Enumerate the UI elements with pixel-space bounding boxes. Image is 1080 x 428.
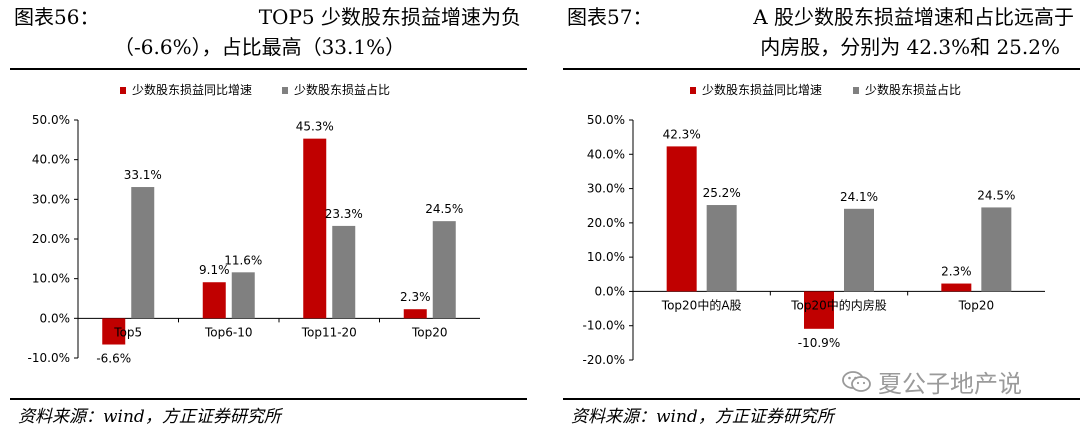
y-tick-label: 30.0%	[32, 192, 70, 206]
bar-growth	[403, 309, 427, 319]
data-label: 9.1%	[199, 263, 230, 277]
y-tick-label: 0.0%	[595, 284, 626, 298]
data-label: 42.3%	[663, 127, 701, 141]
figure-57: 图表57： A 股少数股东损益增速和占比远高于 内房股，分别为 42.3%和 2…	[553, 0, 1080, 428]
legend-swatch	[120, 87, 126, 94]
bar-growth	[666, 146, 697, 292]
data-label: 33.1%	[124, 168, 162, 182]
data-label: 2.3%	[400, 290, 431, 304]
category-label: Top20	[411, 325, 448, 339]
bar-growth	[941, 283, 972, 292]
bar-growth	[804, 291, 834, 329]
legend-label: 少数股东损益占比	[865, 82, 961, 97]
data-label: 24.5%	[977, 188, 1015, 202]
bar-share	[706, 205, 737, 292]
category-label: Top20中的A股	[661, 297, 742, 312]
bar-share	[844, 208, 874, 292]
source-note: 资料来源：wind，方正证券研究所	[18, 407, 281, 427]
figure-title: 图表56： TOP5 少数股东损益增速为负 （-6.6%），占比最高（33.1%…	[14, 2, 521, 62]
y-tick-label: 10.0%	[587, 250, 625, 264]
figure-heading: TOP5 少数股东损益增速为负	[258, 5, 521, 29]
bar-growth	[303, 138, 327, 319]
bar-share	[231, 272, 255, 319]
bottom-rule	[10, 398, 527, 400]
source-note: 资料来源：wind，方正证券研究所	[571, 407, 834, 427]
data-label: 11.6%	[224, 253, 262, 267]
category-label: Top20	[958, 298, 995, 312]
legend-label: 少数股东损益同比增速	[132, 82, 252, 97]
data-label: 23.3%	[325, 207, 363, 221]
y-tick-label: -20.0%	[583, 353, 625, 367]
figure-heading: A 股少数股东损益增速和占比远高于	[753, 5, 1074, 29]
y-tick-label: 50.0%	[32, 113, 70, 127]
y-tick-label: 20.0%	[587, 216, 625, 230]
bar-chart: 少数股东损益同比增速 少数股东损益占比 -20.0% -10.0% 0.0% 10.0% 2…	[553, 70, 1080, 396]
legend-swatch	[282, 87, 288, 94]
figure-56: 图表56： TOP5 少数股东损益增速为负 （-6.6%），占比最高（33.1%…	[0, 0, 527, 428]
data-label: 25.2%	[703, 186, 741, 200]
bar-share	[131, 187, 155, 319]
y-tick-label: 40.0%	[587, 147, 625, 161]
legend-swatch	[853, 87, 859, 94]
watermark: 夏公子地产说	[842, 364, 1022, 400]
bar-chart: 少数股东损益同比增速 少数股东损益占比 -10.0% 0.0% 10.0% 20.0% 30…	[0, 70, 527, 396]
wechat-icon	[842, 370, 872, 400]
bottom-rule	[563, 398, 1080, 400]
legend-label: 少数股东损益同比增速	[702, 82, 822, 97]
category-label: Top5	[113, 325, 142, 339]
category-label: Top6-10	[204, 325, 252, 339]
data-label: -10.9%	[798, 336, 840, 350]
figure-heading-cont: 内房股，分别为 42.3%和 25.2%	[760, 35, 1060, 59]
data-label: -6.6%	[96, 352, 131, 366]
y-tick-label: 50.0%	[587, 113, 625, 127]
bar-growth	[102, 318, 126, 345]
data-label: 2.3%	[941, 265, 972, 279]
data-label: 45.3%	[296, 120, 334, 134]
y-tick-label: 20.0%	[32, 232, 70, 246]
top-rule	[10, 68, 527, 70]
category-label: Top11-20	[301, 325, 357, 339]
y-tick-label: 10.0%	[32, 272, 70, 286]
figure-number: 图表56：	[14, 5, 100, 29]
y-tick-label: 0.0%	[40, 311, 71, 325]
bar-share	[332, 225, 356, 319]
bar-share	[981, 207, 1012, 292]
data-label: 24.1%	[840, 190, 878, 204]
bar-chart-svg: 少数股东损益同比增速 少数股东损益占比 -10.0% 0.0% 10.0% 20.0% 30…	[28, 82, 480, 366]
bar-share	[432, 221, 456, 319]
figure-title: 图表57： A 股少数股东损益增速和占比远高于 内房股，分别为 42.3%和 2…	[567, 2, 1074, 62]
figure-heading-cont: （-6.6%），占比最高（33.1%）	[114, 35, 406, 59]
y-tick-label: 30.0%	[587, 182, 625, 196]
figure-number: 图表57：	[567, 5, 653, 29]
legend-swatch	[690, 87, 696, 94]
legend-label: 少数股东损益占比	[294, 82, 390, 97]
top-rule	[563, 68, 1080, 70]
data-label: 24.5%	[425, 202, 463, 216]
bar-growth	[202, 282, 226, 319]
y-tick-label: -10.0%	[28, 351, 70, 365]
y-tick-label: 40.0%	[32, 153, 70, 167]
bar-chart-svg: 少数股东损益同比增速 少数股东损益占比 -20.0% -10.0% 0.0% 10.0% 2…	[583, 82, 1045, 367]
watermark-text: 夏公子地产说	[878, 370, 1022, 398]
category-label: Top20中的内房股	[790, 297, 887, 312]
y-tick-label: -10.0%	[583, 319, 625, 333]
